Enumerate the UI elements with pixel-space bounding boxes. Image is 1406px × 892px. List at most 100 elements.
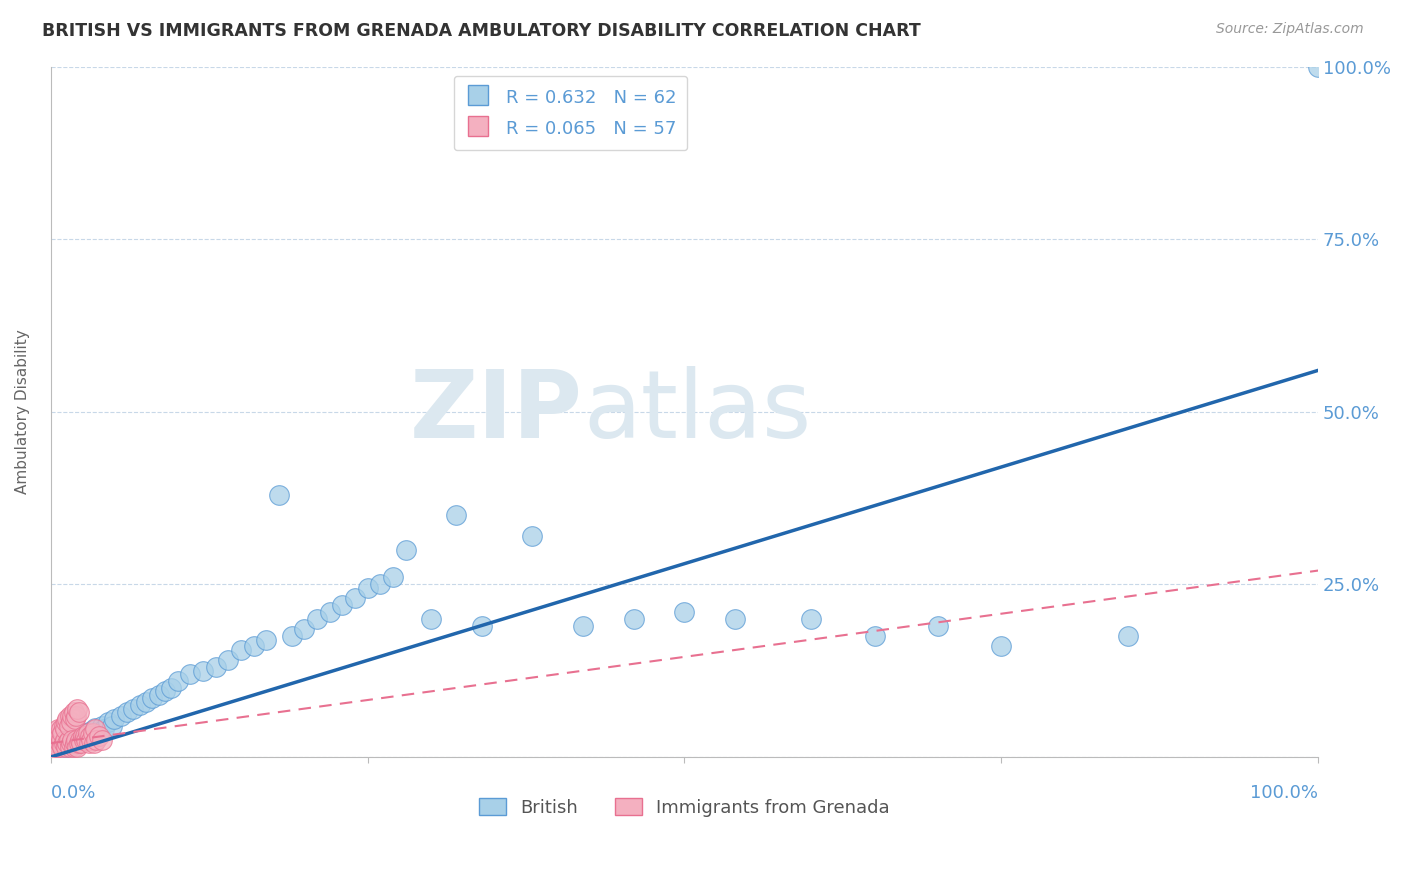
Point [863,629,886,643]
Point [522,529,544,543]
Point [73,729,96,743]
Point [56,736,79,750]
Point [49,723,72,737]
Point [673,605,696,619]
Point [135,695,157,709]
Point [87,729,110,743]
Point [46,743,69,757]
Point [67,736,90,750]
Point [45,732,67,747]
Point [572,619,595,633]
Point [90,732,112,747]
Point [59,708,82,723]
Point [52,719,75,733]
Point [927,619,949,633]
Point [60,715,83,730]
Point [75,732,97,747]
Point [51,726,73,740]
Point [44,736,66,750]
Point [97,715,120,730]
Point [58,732,80,747]
Point [66,739,89,754]
Point [42,743,65,757]
Point [82,726,104,740]
Point [84,721,107,735]
Text: ZIP: ZIP [411,366,583,458]
Point [80,732,103,747]
Point [49,743,72,757]
Point [724,612,747,626]
Point [254,632,277,647]
Point [103,712,125,726]
Point [60,708,83,723]
Point [395,542,418,557]
Point [55,739,77,754]
Point [62,705,84,719]
Point [471,619,494,633]
Point [48,729,70,743]
Point [77,729,100,743]
Point [63,712,86,726]
Point [51,739,73,754]
Point [72,729,94,743]
Point [79,729,101,743]
Point [280,629,302,643]
Point [58,719,80,733]
Point [49,732,72,747]
Point [305,612,328,626]
Point [53,723,76,737]
Y-axis label: Ambulatory Disability: Ambulatory Disability [15,329,30,494]
Point [77,736,100,750]
Point [48,739,70,754]
Point [93,723,115,737]
Point [56,712,79,726]
Point [160,681,183,695]
Point [67,705,90,719]
Point [72,731,94,745]
Point [53,732,76,747]
Point [62,739,84,754]
Point [800,612,823,626]
Point [76,726,98,740]
Point [179,667,201,681]
Point [67,729,90,743]
Point [65,708,87,723]
Point [90,719,112,733]
Point [55,739,77,754]
Text: 0.0%: 0.0% [51,784,96,803]
Point [420,612,443,626]
Point [122,701,145,715]
Point [356,581,378,595]
Point [128,698,150,713]
Point [62,738,84,752]
Point [267,488,290,502]
Point [141,691,163,706]
Point [242,640,264,654]
Point [1116,629,1139,643]
Point [292,622,315,636]
Point [80,723,103,738]
Point [229,643,252,657]
Point [166,673,188,688]
Point [153,684,176,698]
Point [60,732,83,747]
Point [86,732,108,747]
Text: BRITISH VS IMMIGRANTS FROM GRENADA AMBULATORY DISABILITY CORRELATION CHART: BRITISH VS IMMIGRANTS FROM GRENADA AMBUL… [42,22,921,40]
Point [60,736,83,750]
Point [84,723,107,737]
Point [382,570,405,584]
Legend: British, Immigrants from Grenada: British, Immigrants from Grenada [472,791,897,824]
Point [48,739,70,754]
Point [370,577,392,591]
Text: 100.0%: 100.0% [1250,784,1319,803]
Point [115,705,138,719]
Point [110,708,132,723]
Point [65,732,87,747]
Point [1308,60,1330,74]
Point [44,739,66,754]
Point [217,653,239,667]
Point [73,732,96,747]
Point [45,729,67,743]
Point [83,736,105,750]
Point [69,732,91,747]
